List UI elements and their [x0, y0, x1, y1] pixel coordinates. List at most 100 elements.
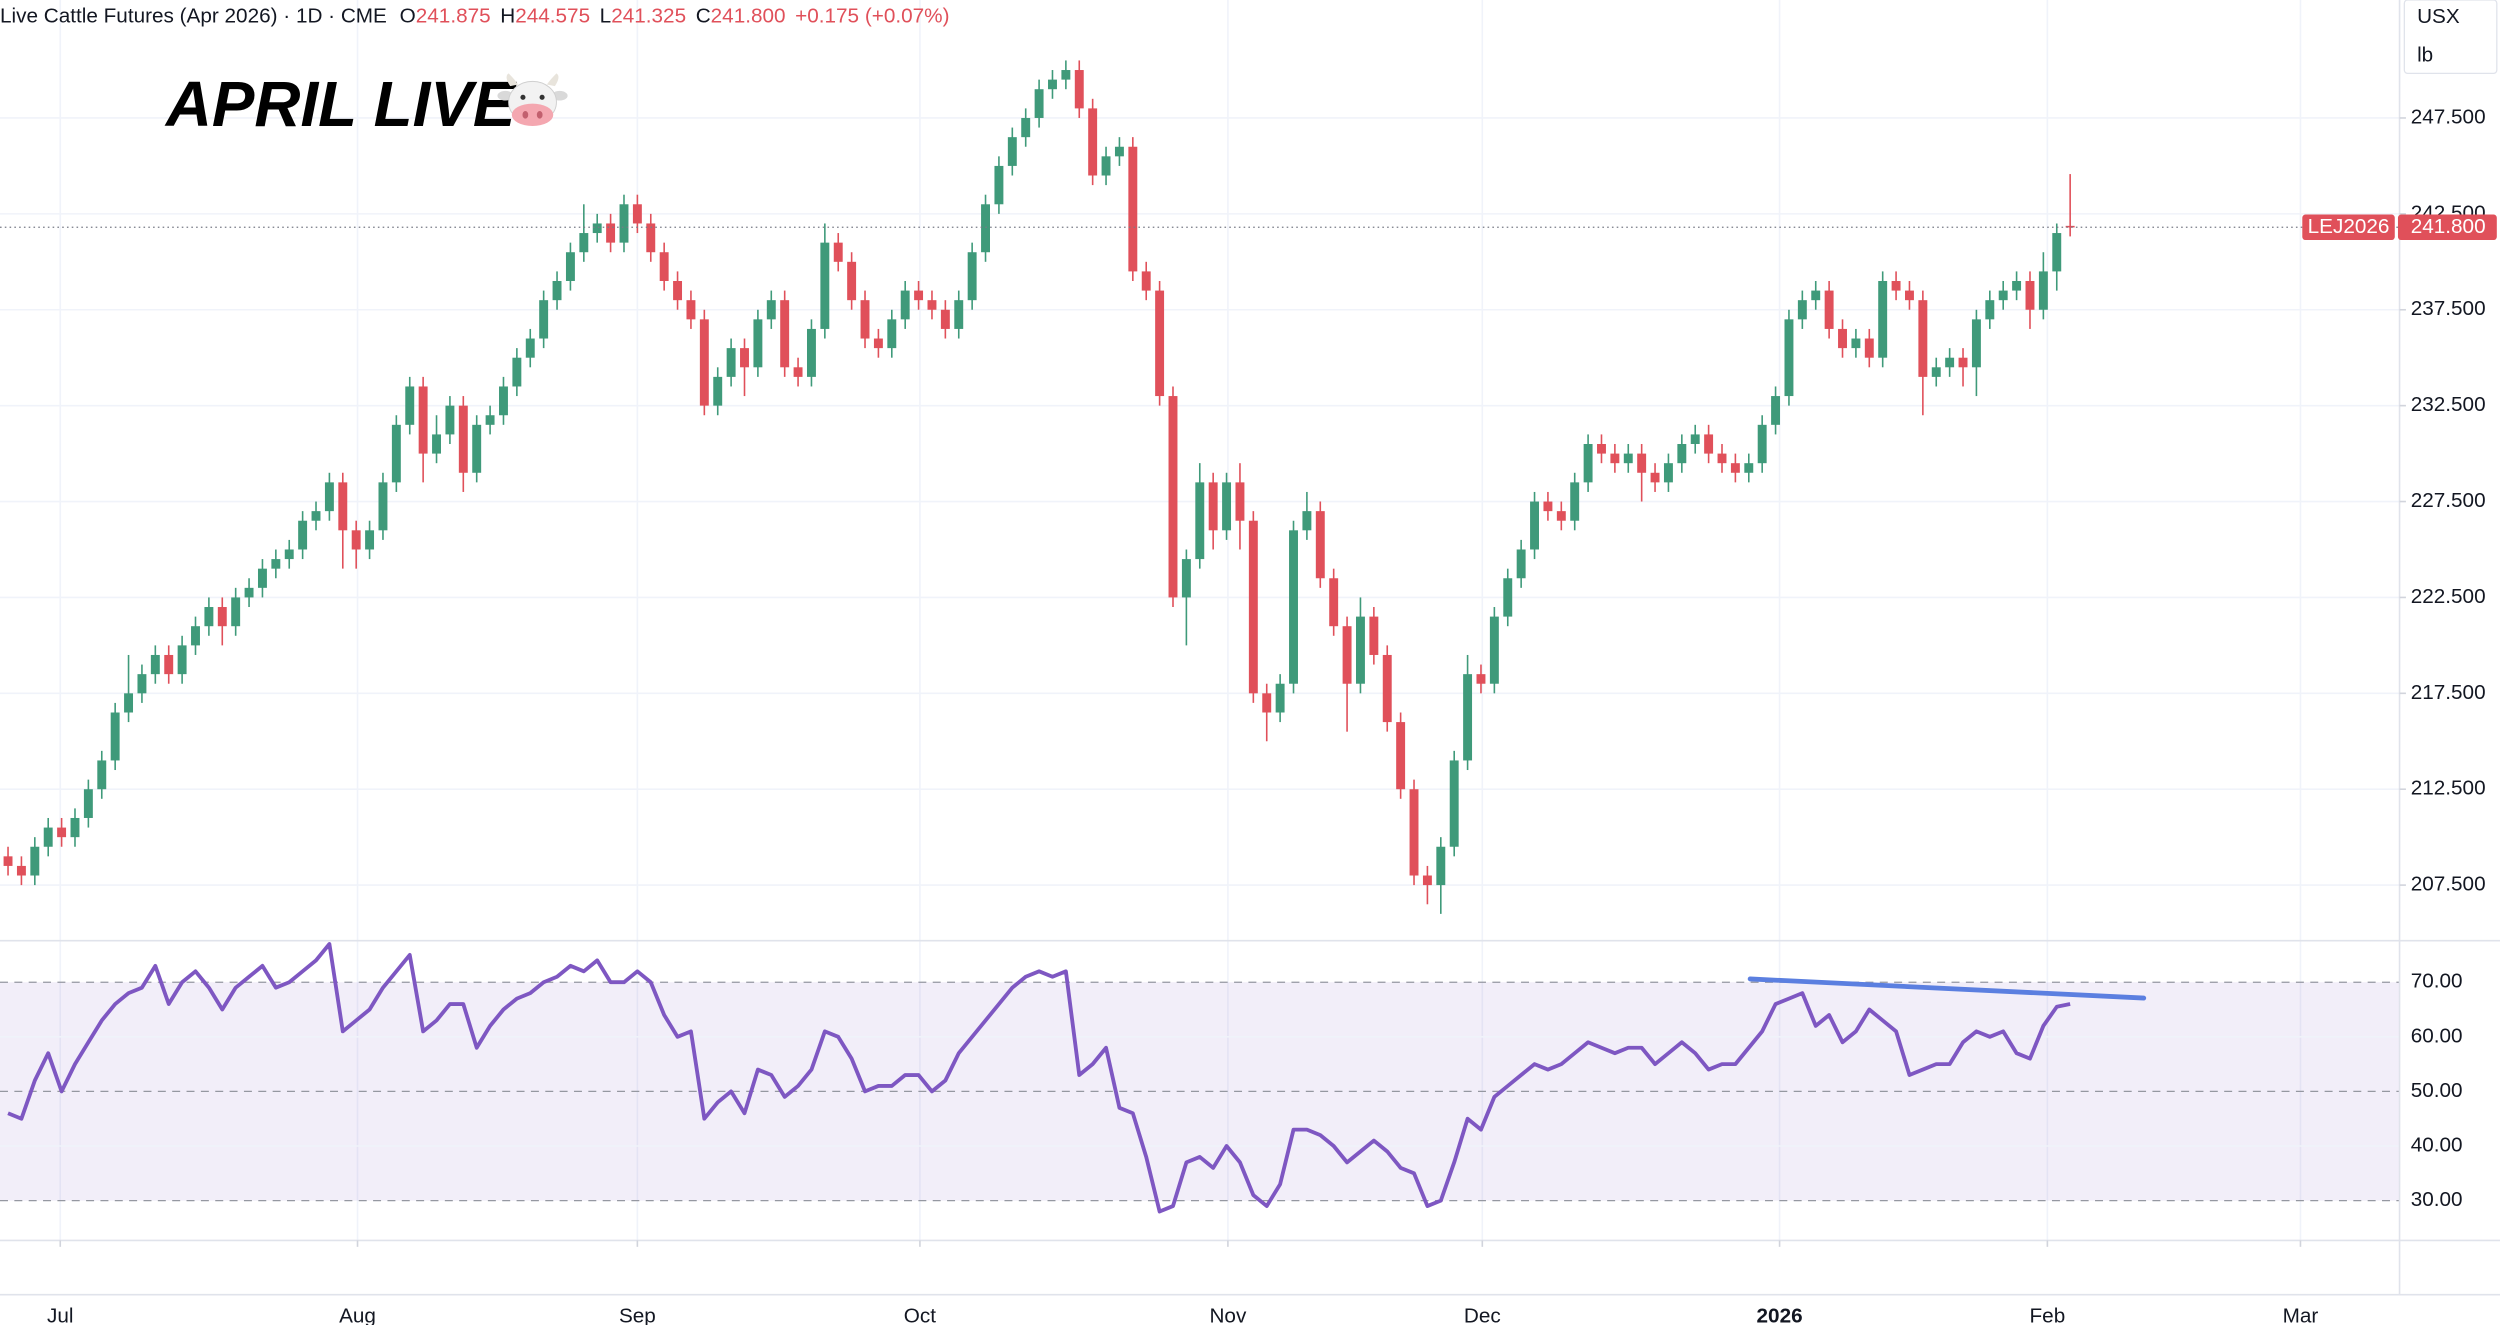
candle-body — [1717, 453, 1727, 464]
overlay-layer: LEJ2026 241.800 — [0, 214, 2497, 241]
candle-body — [592, 223, 602, 234]
candle-body — [1583, 444, 1593, 483]
candle-body — [1302, 511, 1312, 531]
candle-body — [1128, 146, 1138, 272]
candle-body — [820, 242, 830, 329]
candle-body — [1905, 290, 1914, 301]
rsi-line — [7, 942, 2071, 1214]
annotation: APRIL LIVE — [164, 68, 518, 140]
candle-body — [847, 261, 857, 301]
candle-body — [1463, 674, 1473, 761]
candle-body — [445, 405, 455, 435]
candle-body — [1623, 453, 1633, 464]
ohlc-value: 241.800 — [711, 5, 786, 28]
candle-body — [873, 338, 883, 349]
candle-body — [1597, 444, 1606, 454]
x-tick-label: Aug — [339, 1304, 376, 1325]
last-price-tag: 241.800 — [2411, 215, 2486, 238]
candle-body — [204, 607, 214, 627]
candle-body — [699, 319, 709, 406]
candle-body — [606, 223, 616, 243]
candle-body — [1663, 463, 1673, 483]
candle-body — [1918, 300, 1928, 377]
ohlc-key: L — [600, 5, 612, 28]
candle-body — [1637, 453, 1647, 473]
candle-body — [1878, 280, 1888, 358]
candle-body — [1489, 616, 1499, 684]
candle-body — [1945, 357, 1955, 368]
candle-body — [1248, 520, 1258, 694]
candle-body — [579, 233, 589, 253]
candle-body — [231, 597, 241, 627]
candle-body — [994, 165, 1004, 205]
candle-body — [1088, 108, 1098, 176]
candle-body — [780, 300, 790, 368]
candle-body — [1958, 357, 1968, 368]
candle-body — [1048, 79, 1057, 90]
candle-body — [57, 827, 67, 838]
candle-body — [1315, 511, 1325, 579]
candle-body — [1342, 626, 1352, 684]
rsi-trendline — [1747, 976, 2147, 1001]
candle-body — [1556, 511, 1566, 521]
candle-body — [43, 827, 53, 847]
rsi-tick-label: 60.00 — [2411, 1024, 2463, 1047]
candle-body — [1530, 501, 1540, 550]
axes-layer: Jul Aug Sep Oct Nov Dec 2026 Feb Mar 207.500 212.5… — [47, 105, 2486, 1325]
x-tick-label: Sep — [619, 1304, 656, 1325]
candle-body — [418, 386, 428, 454]
candle-body — [552, 280, 562, 301]
x-tick-label: 2026 — [1757, 1304, 1803, 1325]
candle-body — [1476, 674, 1486, 684]
candle-body — [967, 252, 977, 301]
candle-body — [458, 405, 468, 473]
candle-body — [753, 319, 763, 368]
currency[interactable]: USX — [2417, 5, 2460, 28]
cow-icon — [497, 73, 568, 126]
candle-body — [806, 328, 816, 377]
ohlc-value: 241.325 — [611, 5, 686, 28]
candle-body — [1797, 300, 1807, 320]
candle-body — [1422, 875, 1432, 886]
candle-body — [1396, 722, 1406, 790]
candle-body — [1195, 482, 1205, 560]
candle-body — [860, 300, 870, 339]
candle-body — [1610, 453, 1620, 464]
y-tick-label: 207.500 — [2411, 873, 2486, 896]
ohlc-key: C — [696, 5, 711, 28]
rsi-pane — [0, 942, 2400, 1214]
unit[interactable]: lb — [2417, 43, 2433, 66]
candle-body — [686, 300, 696, 320]
rsi-tick-label: 30.00 — [2411, 1188, 2463, 1211]
unit-box[interactable] — [2403, 0, 2498, 75]
ohlc-value: 244.575 — [515, 5, 590, 28]
candle-body — [565, 252, 575, 281]
candle-body — [164, 654, 174, 675]
candle-body — [646, 223, 656, 253]
candle-body — [1570, 482, 1580, 521]
candle-body — [887, 319, 897, 349]
y-tick-label: 212.500 — [2411, 777, 2486, 800]
candle-body — [1222, 482, 1232, 531]
candle-body — [1543, 501, 1553, 512]
candle-body — [485, 415, 495, 425]
candle-body — [83, 789, 93, 818]
candle-body — [137, 674, 147, 694]
candle-body — [1704, 434, 1714, 454]
candle-body — [191, 626, 200, 646]
candle-body — [659, 252, 669, 281]
candle-body — [1730, 463, 1740, 473]
candle-body — [1971, 319, 1981, 368]
x-tick-label: Feb — [2030, 1304, 2066, 1325]
candle-body — [766, 300, 776, 320]
candle-body — [244, 587, 254, 598]
candle-body — [2012, 280, 2022, 291]
candle-body — [1181, 559, 1191, 598]
candle-body — [110, 712, 120, 761]
candle-body — [1436, 846, 1446, 886]
y-tick-label: 217.500 — [2411, 681, 2486, 704]
candle-body — [1061, 70, 1071, 80]
candle-body — [365, 530, 375, 550]
candle-body — [351, 530, 361, 550]
